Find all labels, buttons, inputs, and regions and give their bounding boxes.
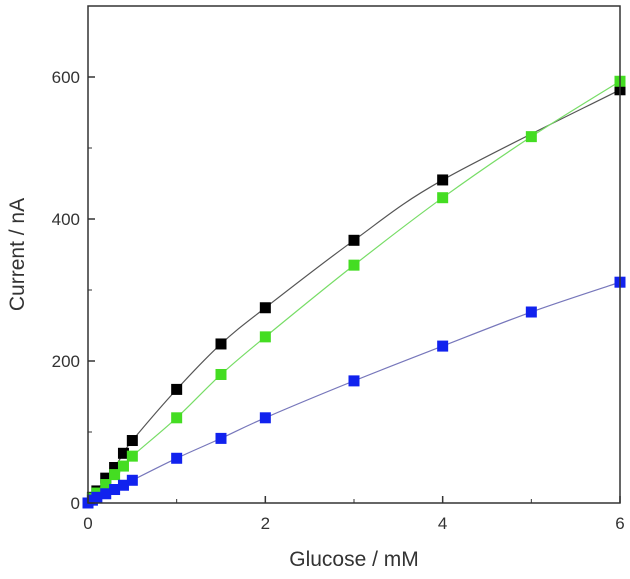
series-1-point [437, 192, 449, 204]
series-0-point [117, 447, 129, 459]
series-2-point [259, 412, 271, 424]
series-2-point [126, 474, 138, 486]
series-0-point [109, 462, 121, 473]
series-1-point [525, 131, 537, 143]
series-0-point [348, 234, 360, 246]
series-line-2 [87, 281, 621, 504]
series-1-point [100, 479, 112, 491]
series-0-point [126, 435, 138, 447]
series-2-point [100, 488, 112, 500]
y-axis-title: Current / nA [6, 198, 29, 311]
axis-ticks: 0 2 4 6 0 200 400 600 [52, 68, 625, 533]
x-tick-label: 6 [615, 514, 624, 533]
x-tick-label: 4 [438, 514, 447, 533]
series-2-point [171, 452, 183, 464]
series-2-point [91, 491, 103, 503]
series-1-point [109, 469, 121, 481]
x-tick-label: 2 [261, 514, 270, 533]
series-0-point [259, 302, 271, 314]
series-line-1 [87, 80, 621, 504]
series-0-point [215, 338, 227, 350]
series-2-point [117, 479, 129, 491]
series-2-point [437, 340, 449, 352]
series-0-point [100, 472, 112, 484]
series-1-point [126, 450, 138, 462]
series-1-point [117, 460, 129, 472]
x-tick-label: 0 [83, 514, 92, 533]
y-tick-label: 200 [52, 352, 80, 371]
y-tick-label: 600 [52, 68, 80, 87]
series-2-point [525, 306, 537, 318]
series-0-point [437, 174, 449, 186]
series-2-point [215, 432, 227, 444]
series-0-point [171, 383, 183, 395]
y-tick-label: 400 [52, 210, 80, 229]
series-1-point [259, 331, 271, 343]
series-2-point [109, 484, 121, 496]
series-lines [87, 80, 621, 504]
y-tick-label: 0 [71, 494, 80, 513]
series-1-point [171, 412, 183, 424]
series-2-point [348, 375, 360, 387]
series-1-point [215, 368, 227, 380]
plot-frame [87, 5, 621, 504]
series-1-point [348, 259, 360, 271]
x-axis-title: Glucose / mM [289, 548, 419, 571]
series-line-0 [87, 89, 621, 504]
series-markers [82, 75, 626, 509]
